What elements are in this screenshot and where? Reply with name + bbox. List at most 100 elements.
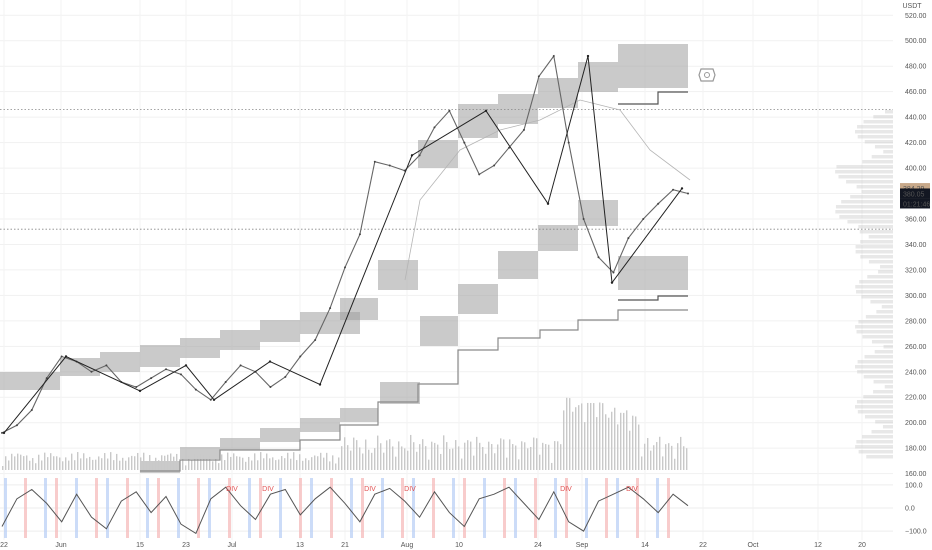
volume-bar	[290, 458, 292, 470]
profile-bar	[880, 265, 893, 269]
profile-bar	[856, 330, 893, 334]
volume-bar	[683, 446, 685, 470]
profile-bar	[868, 260, 893, 264]
volume-bar	[395, 456, 397, 470]
profile-bar	[866, 455, 893, 459]
volume-bar	[308, 460, 310, 470]
volume-bar	[5, 456, 7, 470]
profile-bar	[884, 385, 893, 389]
profile-bar	[857, 410, 893, 414]
signal-band	[585, 478, 588, 538]
profile-bar	[855, 285, 893, 289]
volume-bar	[443, 435, 445, 470]
volume-bar	[281, 456, 283, 470]
volume-bar	[278, 459, 280, 470]
series-point	[209, 398, 212, 401]
last-price-label: 380.05	[903, 191, 925, 198]
volume-bar	[224, 460, 226, 470]
zone-box	[378, 260, 418, 290]
volume-bar	[353, 437, 355, 470]
volume-bar	[614, 407, 616, 470]
volume-bar	[83, 453, 85, 470]
volume-bar	[440, 453, 442, 470]
price-axis[interactable]: 160.00 180.00 200.00 220.00 240.00 260.00 280.…	[905, 13, 927, 536]
volume-bar	[113, 460, 115, 470]
volume-bar	[8, 460, 10, 470]
series-point	[284, 375, 287, 378]
volume-bar	[92, 459, 94, 470]
volume-bar	[587, 402, 589, 470]
volume-bar	[314, 455, 316, 470]
volume-bar	[509, 439, 511, 470]
volume-bar	[566, 397, 568, 470]
y-tick-label: 480.00	[905, 64, 927, 71]
volume-bars	[2, 397, 688, 470]
lower-step-line	[140, 309, 688, 472]
volume-bar	[47, 457, 49, 470]
zigzag-point	[610, 281, 614, 284]
volume-bar	[428, 459, 430, 470]
y-tick-label: 160.00	[905, 471, 927, 478]
volume-bar	[77, 452, 79, 470]
volume-bar	[68, 460, 70, 470]
y-tick-label: 260.00	[905, 344, 927, 351]
volume-bar	[86, 458, 88, 470]
volume-bar	[335, 463, 337, 470]
volume-bar	[74, 460, 76, 470]
profile-bar	[868, 235, 893, 239]
countdown-bg	[900, 198, 930, 209]
volume-bar	[524, 442, 526, 470]
volume-bar	[476, 436, 478, 470]
profile-bar	[876, 310, 893, 314]
volume-bar	[638, 424, 640, 470]
volume-bar	[305, 458, 307, 470]
profile-bar	[861, 190, 893, 194]
volume-bar	[233, 453, 235, 470]
zone-box	[220, 438, 260, 450]
profile-bar	[847, 220, 893, 224]
series-point	[314, 338, 317, 341]
volume-bar	[398, 441, 400, 470]
volume-bar	[410, 434, 412, 470]
profile-bar	[871, 340, 893, 344]
profile-bar	[878, 270, 893, 274]
settings-gear-icon[interactable]	[698, 68, 716, 82]
profile-bar	[835, 210, 893, 214]
volume-bar	[620, 412, 622, 470]
volume-bar	[332, 455, 334, 470]
volume-bar	[686, 448, 688, 470]
volume-bar	[149, 455, 151, 470]
time-axis[interactable]: 22 Jun 15 23 Jul 13 21 Aug 10 24 Sep 14 22 Oct 12 20	[0, 542, 866, 549]
oscillator-panel: DIV DIV DIV DIV DIV DIV	[0, 478, 893, 538]
y-tick-label: 520.00	[905, 13, 927, 20]
volume-bar	[629, 430, 631, 470]
volume-bar	[320, 452, 322, 470]
volume-bar	[668, 443, 670, 470]
series-point	[179, 373, 182, 376]
volume-bar	[275, 460, 277, 470]
volume-bar	[260, 452, 262, 470]
volume-bar	[269, 458, 271, 470]
y-tick-label: 360.00	[905, 216, 927, 223]
signal-band	[514, 478, 517, 538]
volume-bar	[602, 403, 604, 470]
profile-bar	[874, 350, 893, 354]
profile-bar	[874, 145, 893, 149]
profile-bar	[841, 200, 893, 204]
volume-bar	[212, 461, 214, 470]
volume-bar	[95, 459, 97, 470]
volume-bar	[635, 416, 637, 470]
volume-bar	[575, 407, 577, 470]
volume-bar	[479, 442, 481, 470]
volume-bar	[119, 460, 121, 470]
volume-bar	[221, 454, 223, 470]
volume-bar	[254, 453, 256, 470]
signal-band	[75, 478, 78, 538]
series-point	[194, 388, 197, 391]
profile-bar	[835, 205, 893, 209]
osc-tick-label: 100.0	[905, 482, 923, 489]
zone-box	[0, 372, 60, 390]
div-badge: DIV	[262, 486, 274, 493]
volume-bar	[110, 452, 112, 470]
